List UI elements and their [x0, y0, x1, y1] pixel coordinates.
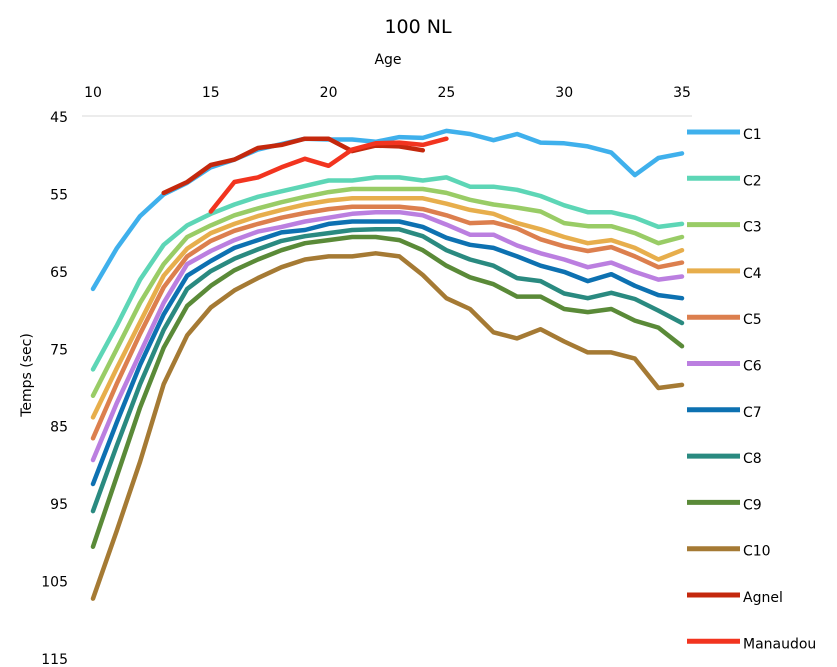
y-tick-label: 85: [50, 420, 68, 436]
x-tick-label: 10: [84, 85, 102, 101]
y-tick-label: 105: [41, 575, 68, 591]
series-line-c8: [90, 227, 685, 514]
series-line-c6: [90, 209, 685, 463]
y-tick-label: 55: [50, 187, 68, 203]
legend-label: C7: [743, 405, 762, 421]
y-tick-labels: 45 55 65 75 85 95 105 115: [41, 110, 68, 667]
x-tick-label: 35: [673, 85, 691, 101]
y-tick-label: 65: [50, 265, 68, 281]
legend-label: C2: [743, 173, 762, 189]
x-tick-labels: 10 15 20 25 30 35: [84, 85, 691, 101]
legend-label: Manaudou: [743, 636, 816, 652]
legend-label: C5: [743, 312, 762, 328]
y-tick-label: 115: [41, 652, 68, 667]
legend-label: C3: [743, 220, 762, 236]
series-line-agnel: [161, 136, 426, 196]
x-tick-label: 20: [320, 85, 338, 101]
series-lines: [90, 128, 685, 601]
legend-label: C4: [743, 266, 762, 282]
series-line-c10: [90, 251, 685, 601]
series-line-c4: [90, 196, 685, 420]
x-tick-label: 30: [555, 85, 573, 101]
legend-label: C10: [743, 544, 771, 560]
series-line-c7: [90, 219, 685, 487]
legend-label: C8: [743, 451, 762, 467]
x-axis-title: Age: [374, 52, 401, 68]
legend-label: Agnel: [743, 590, 783, 606]
chart-title: 100 NL: [384, 16, 452, 38]
x-tick-label: 15: [202, 85, 220, 101]
legend-label: C9: [743, 497, 762, 513]
series-line-c3: [90, 186, 685, 398]
series-line-c5: [90, 204, 685, 441]
y-tick-label: 45: [50, 110, 68, 126]
series-line-manaudou: [208, 136, 449, 214]
x-tick-label: 25: [437, 85, 455, 101]
y-tick-label: 95: [50, 497, 68, 513]
y-axis-title: Temps (sec): [19, 333, 35, 418]
legend-label: C6: [743, 359, 762, 375]
legend-label: C1: [743, 127, 762, 143]
series-line-c2: [90, 175, 685, 372]
legend: C1 C2 C3 C4 C5 C6 C7 C8 C9 C10 Agnel Manaudou: [687, 127, 816, 652]
y-tick-label: 75: [50, 342, 68, 358]
series-line-c9: [90, 234, 685, 549]
